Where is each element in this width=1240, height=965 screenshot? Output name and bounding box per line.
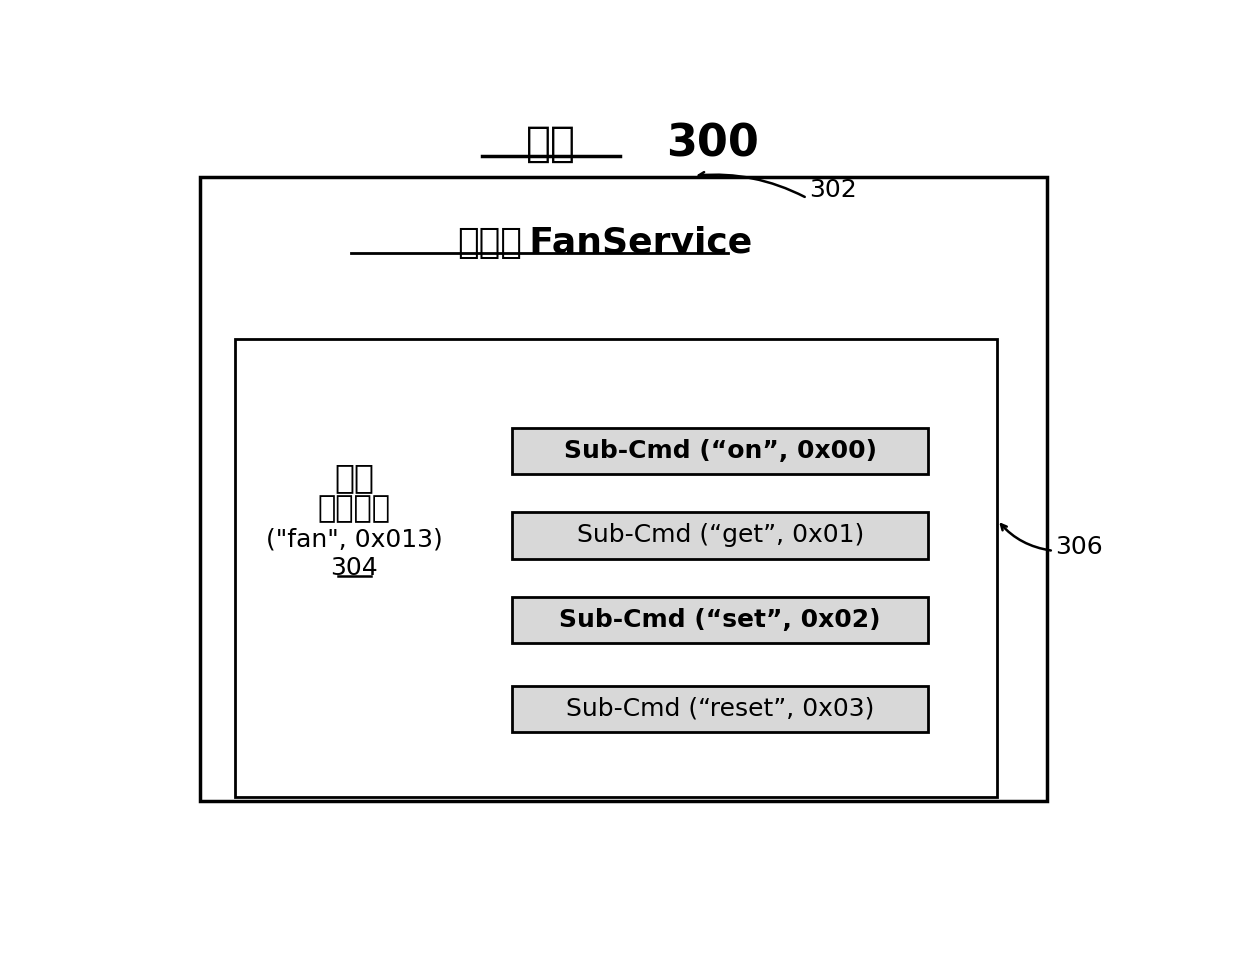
Bar — [512, 427, 928, 474]
Bar — [201, 178, 1048, 801]
Text: FanService: FanService — [503, 226, 751, 260]
Text: Sub-Cmd (“reset”, 0x03): Sub-Cmd (“reset”, 0x03) — [565, 697, 874, 721]
Text: ("fan", 0x013): ("fan", 0x013) — [267, 527, 443, 551]
Bar — [512, 512, 928, 559]
Text: 控制风扇: 控制风扇 — [317, 494, 391, 523]
Text: Sub-Cmd (“get”, 0x01): Sub-Cmd (“get”, 0x01) — [577, 523, 864, 547]
Bar — [512, 685, 928, 731]
Bar — [236, 339, 997, 797]
Text: 组件：: 组件： — [456, 226, 522, 260]
Text: 框架: 框架 — [526, 124, 575, 165]
Text: 302: 302 — [808, 179, 857, 203]
Text: 300: 300 — [666, 123, 759, 166]
Text: 306: 306 — [1055, 535, 1102, 559]
Text: Sub-Cmd (“on”, 0x00): Sub-Cmd (“on”, 0x00) — [564, 439, 877, 463]
Text: Sub-Cmd (“set”, 0x02): Sub-Cmd (“set”, 0x02) — [559, 608, 880, 632]
Text: 304: 304 — [331, 556, 378, 580]
Bar — [512, 597, 928, 644]
Text: 命令: 命令 — [335, 461, 374, 494]
